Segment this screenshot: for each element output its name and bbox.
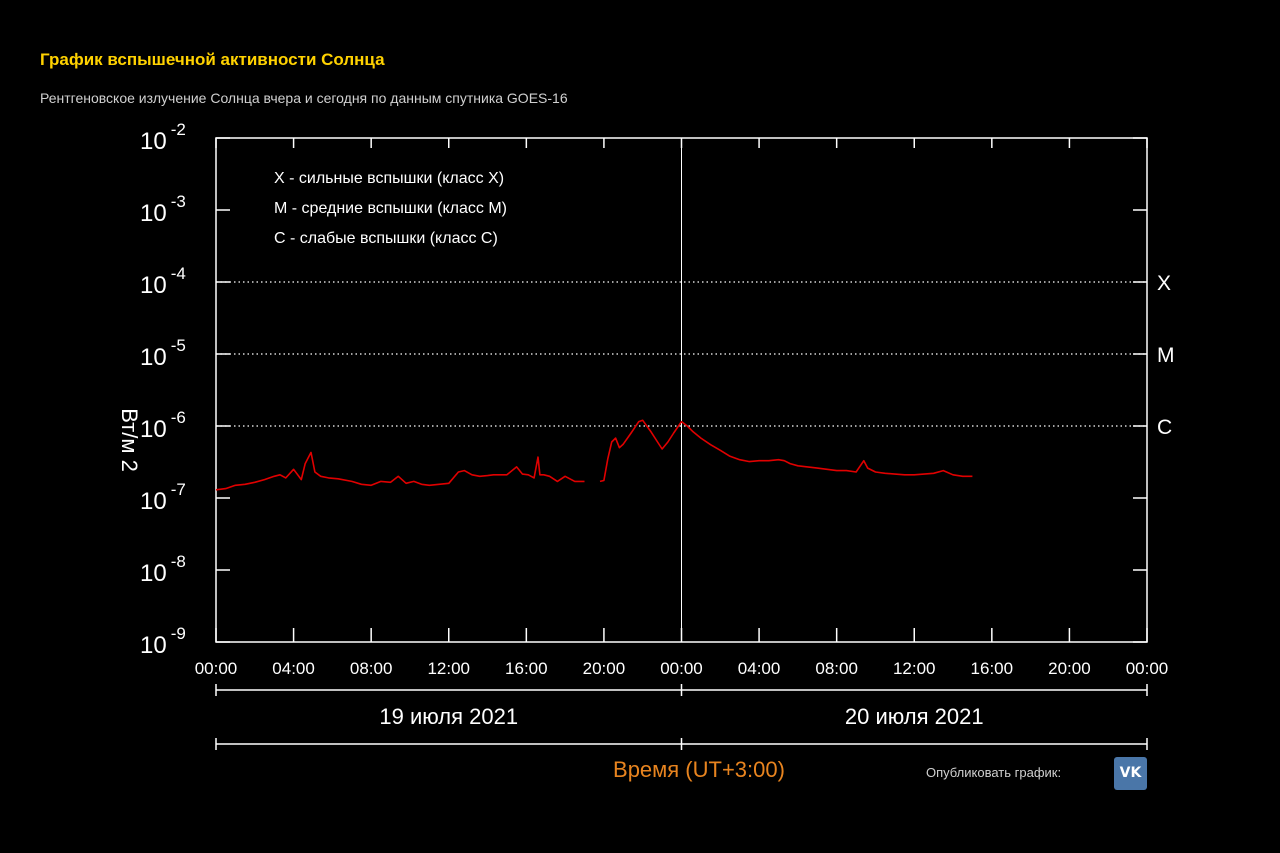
x-tick-label: 00:00: [660, 659, 703, 678]
x-tick-label: 04:00: [272, 659, 315, 678]
x-tick-label: 12:00: [427, 659, 470, 678]
x-tick-label: 08:00: [350, 659, 393, 678]
page-title: График вспышечной активности Солнца: [40, 50, 385, 69]
chart-legend: X - сильные вспышки (класс X) M - средние…: [274, 170, 507, 247]
y-tick-label: 10 -2: [140, 120, 186, 155]
y-tick-label: 10 -5: [140, 336, 186, 371]
x-axis-ticks: 00:00 04:00 08:00 12:00 16:00 20:00 00:00 04:00…: [195, 138, 1169, 678]
day-brackets: 19 июля 2021 20 июля 2021: [215, 684, 1148, 750]
page-subtitle: Рентгеновское излучение Солнца вчера и с…: [40, 90, 568, 106]
series-segment: [599, 419, 973, 483]
y-tick-label: 10 -9: [140, 624, 186, 659]
y-axis-label: Вт/м 2: [117, 408, 142, 472]
y-tick-label: 10 -8: [140, 552, 186, 587]
y-tick-label: 10 -6: [140, 408, 186, 443]
y-tick-label: 10 -3: [140, 192, 186, 227]
legend-entry: X - сильные вспышки (класс X): [274, 170, 504, 187]
class-label-c: C: [1157, 416, 1172, 439]
vk-share-button[interactable]: VK: [1114, 757, 1147, 790]
x-tick-label: 08:00: [815, 659, 858, 678]
x-tick-label: 16:00: [971, 659, 1014, 678]
class-label-m: M: [1157, 344, 1175, 367]
y-tick-label: 10 -4: [140, 264, 186, 299]
xray-flux-series: [215, 419, 973, 491]
x-tick-label: 04:00: [738, 659, 781, 678]
publish-label: Опубликовать график:: [926, 765, 1062, 780]
legend-entry: M - средние вспышки (класс M): [274, 200, 507, 217]
x-tick-label: 16:00: [505, 659, 548, 678]
y-tick-label: 10 -7: [140, 480, 186, 515]
x-tick-label: 00:00: [1126, 659, 1169, 678]
x-tick-label: 12:00: [893, 659, 936, 678]
x-tick-label: 00:00: [195, 659, 238, 678]
day-label: 20 июля 2021: [845, 704, 984, 729]
x-tick-label: 20:00: [1048, 659, 1091, 678]
class-level-lines: X M C: [216, 272, 1175, 439]
y-axis-ticks: 10-2 10-3 10-4 10-5 10-6 10-7 10-8 10-9: [140, 120, 1147, 659]
legend-entry: C - слабые вспышки (класс C): [274, 230, 498, 247]
x-tick-label: 20:00: [583, 659, 626, 678]
day-label: 19 июля 2021: [379, 704, 518, 729]
class-label-x: X: [1157, 272, 1171, 295]
x-axis-label: Время (UT+3:00): [613, 757, 785, 782]
series-segment: [215, 451, 585, 491]
